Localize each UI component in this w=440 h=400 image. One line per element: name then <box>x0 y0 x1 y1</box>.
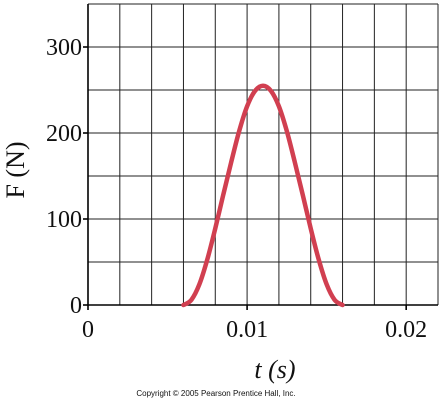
y-axis-label: F (N) <box>1 141 30 198</box>
x-tick-label: 0 <box>82 317 94 343</box>
x-tick-label: 0.01 <box>226 317 268 343</box>
x-tick-label: 0.02 <box>385 317 427 343</box>
y-tick-label: 100 <box>46 207 82 233</box>
force-curve <box>181 83 345 308</box>
x-axis-label: t (s) <box>254 355 295 384</box>
y-tick-label: 0 <box>70 293 82 319</box>
y-tick-label: 200 <box>46 121 82 147</box>
y-tick-label: 300 <box>46 35 82 61</box>
copyright: Copyright © 2005 Pearson Prentice Hall, … <box>136 389 295 398</box>
